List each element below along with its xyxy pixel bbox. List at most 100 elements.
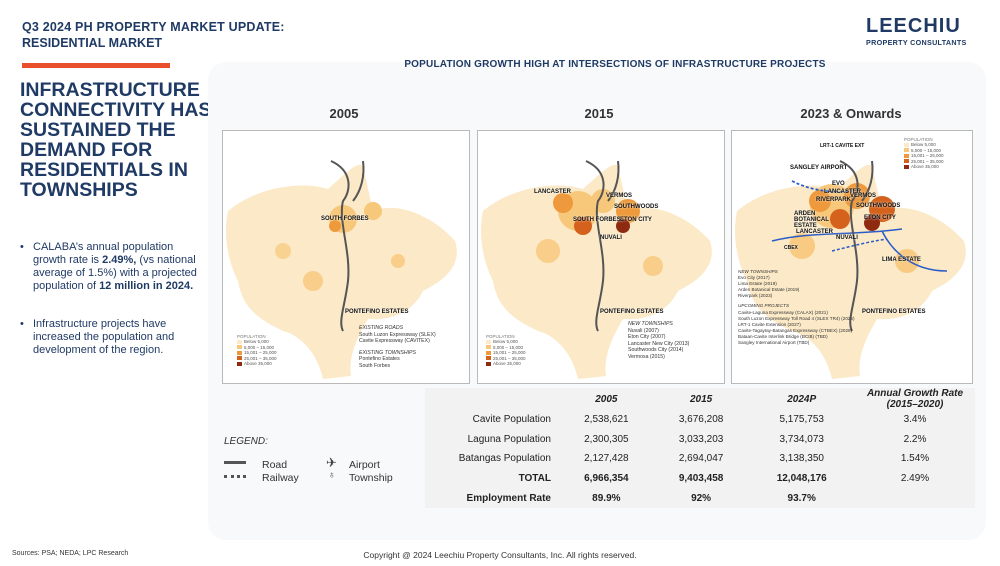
table-cell: 12,048,176 <box>776 473 827 485</box>
note: Cavite-Tagaytay-Batangas Expressway (CTB… <box>738 327 853 333</box>
table-cell: 3.4% <box>903 414 927 426</box>
note: Eton City (2007) <box>628 334 666 340</box>
label-evo: EVO <box>832 181 845 187</box>
legend-road: Road <box>262 459 288 471</box>
label-vermosa: VERMOS <box>606 193 633 199</box>
table-cell: 3,734,073 <box>779 433 824 445</box>
note: South Forbes <box>359 362 391 369</box>
note: Lancaster New City (2013) <box>628 340 690 347</box>
legend-item: Above 35,000 <box>244 361 272 366</box>
bullet-dot: • <box>20 318 24 330</box>
note: Bataan-Cavite Interlink Bridge (BCIB) (T… <box>738 333 828 339</box>
legend-item: Above 35,000 <box>911 164 939 169</box>
road-icon <box>224 461 246 464</box>
table-header-row: 2005 2015 2024P Annual Growth Rate (2015… <box>425 388 975 410</box>
legend-title: LEGEND: <box>224 436 268 447</box>
map-2005-notes: EXISTING ROADS South Luzon Expressway (S… <box>359 325 436 369</box>
table-cell: 5,175,753 <box>779 414 824 426</box>
legend-item: 5,000 – 15,000 <box>493 344 524 350</box>
table-cell: 92% <box>691 492 712 504</box>
legend-title: POPULATION <box>486 334 515 339</box>
legend-item: Below 5,000 <box>911 142 936 147</box>
table-row-total: TOTAL 6,966,354 9,403,458 12,048,176 2.4… <box>425 469 975 489</box>
table-cell: Batangas Population <box>458 453 551 465</box>
table-row-employment: Employment Rate 89.9% 92% 93.7% <box>425 488 975 508</box>
population-table: 2005 2015 2024P Annual Growth Rate (2015… <box>425 388 975 508</box>
label-southwoods: SOUTHWOODS <box>614 204 659 210</box>
logo-brand: LEECHIU <box>866 15 961 37</box>
panel-title: POPULATION GROWTH HIGH AT INTERSECTIONS … <box>404 59 826 70</box>
bullet1-population: 12 million in 2024. <box>99 280 194 292</box>
map-2023-legend: POPULATION Below 5,000 5,000 – 15,000 15… <box>904 137 944 170</box>
label-nuvali: NUVALI <box>836 235 858 241</box>
legend-item: 25,001 – 35,000 <box>493 355 526 361</box>
legend-title: POPULATION <box>904 137 933 142</box>
table-cell: 9,403,458 <box>678 473 724 485</box>
legend-item: 5,000 – 15,000 <box>244 344 275 350</box>
map-2015: LANCASTER VERMOS SOUTHWOODS ETON CITY SO… <box>477 130 725 384</box>
note: NEW TOWNSHIPS <box>738 269 778 274</box>
table-cell: Laguna Population <box>467 433 551 445</box>
map-2015-graphic <box>481 160 712 379</box>
legend-item: 25,001 – 35,000 <box>911 158 944 164</box>
map-2005: SOUTH FORBES PONTEFINO ESTATES POPULATIO… <box>222 130 470 384</box>
table-cell: 3,676,208 <box>678 414 724 426</box>
table-cell: 89.9% <box>592 492 621 504</box>
note: EXISTING TOWNSHIPS <box>359 349 416 356</box>
footer-copyright: Copyright @ 2024 Leechiu Property Consul… <box>363 550 637 560</box>
note: UPCOMING PROJECTS <box>738 303 790 309</box>
note: Riverpark (2023) <box>738 293 773 299</box>
note: South Luzon Expressway Toll Road 4 (SLEX… <box>738 315 855 321</box>
note: Nuvali (2007) <box>628 327 659 334</box>
label-nuvali: NUVALI <box>600 235 622 241</box>
table-cell: 3,033,203 <box>678 433 724 445</box>
map-2005-legend: POPULATION Below 5,000 5,000 – 15,000 15… <box>237 334 277 367</box>
headline: INFRASTRUCTURE CONNECTIVITY HAS SUSTAINE… <box>20 79 212 201</box>
label-arden: ARDEN BOTANICAL ESTATE <box>794 211 829 229</box>
table-cell: 2.49% <box>900 473 930 485</box>
note: Vermosa (2015) <box>628 353 665 360</box>
note: Sangley International Airport (TBD) <box>738 340 810 346</box>
township-pin-icon: ♁ <box>328 470 336 481</box>
table-cell: 2.2% <box>903 433 927 445</box>
legend-township: Township <box>349 472 393 484</box>
map-2015-notes: NEW TOWNSHIPS Nuvali (2007) Eton City (2… <box>628 321 689 360</box>
label-eton-city: ETON CITY <box>620 217 652 223</box>
bullet1-pre: CALABA’s annual population growth rate i… <box>33 241 174 266</box>
label-southwoods: SOUTHWOODS <box>856 203 901 209</box>
railway-icon <box>224 475 246 478</box>
legend-title: POPULATION <box>237 334 266 339</box>
table-row: Cavite Population 2,538,621 3,676,208 5,… <box>425 410 975 430</box>
label-pontefino: PONTEFINO ESTATES <box>600 309 664 315</box>
table-cell: 2,127,428 <box>584 453 629 465</box>
note: Arden Botanical Estate (2019) <box>738 287 800 293</box>
legend-item: 5,000 – 15,000 <box>911 147 942 153</box>
legend-airport: Airport <box>349 459 380 471</box>
bullet-infrastructure: • Infrastructure projects have increased… <box>20 318 205 357</box>
table-cell: 1.54% <box>900 453 930 465</box>
label-riverpark: RIVERPARK <box>816 197 851 203</box>
table-cell: 2,538,621 <box>584 414 629 426</box>
map-2023: LRT-1 CAVITE EXT SANGLEY AIRPORT EVO LAN… <box>731 130 973 384</box>
airport-icon: ✈ <box>326 455 337 470</box>
note: South Luzon Expressway (SLEX) <box>359 331 436 338</box>
note: LRT-1 Cavite Extension (2027) <box>738 321 801 327</box>
legend-item: Below 5,000 <box>244 339 269 344</box>
table-cell: TOTAL <box>518 473 551 485</box>
map-2023-graphic <box>735 160 966 379</box>
label-cbex: CBEX <box>784 245 798 251</box>
table-cell <box>855 488 975 508</box>
label-lrt1: LRT-1 CAVITE EXT <box>820 143 865 149</box>
table-header: 2024P <box>787 393 817 405</box>
map-2015-legend: POPULATION Below 5,000 5,000 – 15,000 15… <box>486 334 526 367</box>
table-cell: Cavite Population <box>472 414 551 426</box>
table-header: Annual Growth Rate (2015–2020) <box>866 388 964 410</box>
bullet-dot: • <box>20 241 24 253</box>
company-logo: LEECHIU PROPERTY CONSULTANTS <box>866 16 976 47</box>
table-cell: Employment Rate <box>466 492 551 504</box>
map-year-2005: 2005 <box>329 106 359 121</box>
map-2023-notes: NEW TOWNSHIPS Evo City (2017) Lima Estat… <box>738 269 855 346</box>
table-cell: 2,694,047 <box>678 453 724 465</box>
footer-sources: Sources: PSA; NEDA; LPC Research <box>12 550 129 557</box>
map-year-2015: 2015 <box>584 106 614 121</box>
